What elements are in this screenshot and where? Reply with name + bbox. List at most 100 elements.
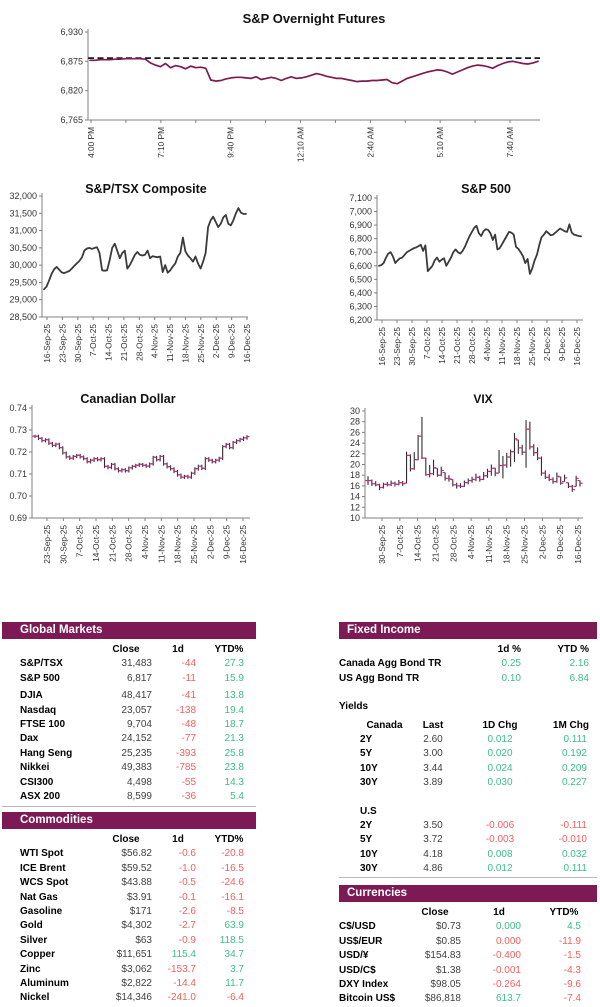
x-tick-label: 25-Nov-25 (196, 324, 206, 363)
row-label: C$/USD (339, 921, 376, 933)
row-label: S&P/TSX (20, 658, 63, 670)
row-label: Silver (20, 934, 48, 946)
y-tick-label: 31,500 (9, 208, 37, 218)
series-line (89, 57, 539, 85)
value-cell: 0.012 (487, 733, 513, 745)
x-tick-label: 9:40 PM (226, 127, 236, 158)
value-cell: 0.25 (501, 658, 521, 670)
y-tick-label: 6,500 (349, 274, 372, 284)
value-cell: 25,235 (121, 747, 152, 759)
yield-row: 5Y 3.72 -0.003 -0.010 (339, 833, 597, 847)
value-cell: -16.1 (221, 891, 244, 903)
value-cell: 6.84 (569, 672, 589, 684)
value-cell: -24.6 (221, 877, 244, 889)
x-tick-label: 4-Nov-25 (150, 324, 160, 359)
value-cell: 0.008 (487, 848, 513, 860)
value-cell: -48 (181, 718, 196, 730)
yield-row: 2Y 3.50 -0.006 -0.111 (339, 819, 597, 833)
x-tick-label: 18-Nov-25 (173, 525, 183, 564)
row-label: 5Y (360, 748, 373, 760)
y-tick-label: 6,900 (349, 220, 372, 230)
table-row: Gasoline $171 -2.6 -8.5 (2, 905, 256, 919)
value-cell: 5.4 (230, 790, 244, 802)
yield-row: 5Y 3.00 0.020 0.192 (339, 747, 597, 761)
value-cell: $98.05 (430, 978, 461, 990)
value-cell: $11,651 (116, 949, 152, 961)
canadian-dollar-chart: Canadian Dollar 0.74 0.73 0.72 0.71 0.70 0.69 2… (9, 392, 250, 564)
x-tick-label: 11-Nov-25 (156, 525, 166, 564)
value-cell: -0.5 (178, 877, 196, 889)
row-label: Nikkei (20, 762, 50, 774)
x-tick-label: 7-Oct-25 (75, 525, 85, 558)
currencies-table: Currencies Close 1d YTD% C$/USD $0.73 0.000 4.… (339, 885, 597, 1007)
value-cell: -785 (175, 762, 196, 774)
value-cell: $3,062 (121, 963, 152, 975)
x-tick-label: 14-Oct-25 (104, 324, 114, 361)
x-tick-label: 25-Nov-25 (520, 525, 530, 564)
fixed-income-column-headers: 1d % YTD % (339, 643, 597, 657)
value-cell: -7.4 (563, 993, 581, 1005)
value-cell: -138 (175, 704, 196, 716)
value-cell: -8.5 (226, 905, 244, 917)
column-header: 1d (493, 907, 505, 918)
y-tick-label: 0.74 (9, 403, 27, 413)
value-cell: 0.10 (501, 672, 521, 684)
x-tick-label: 7-Oct-25 (88, 324, 98, 357)
x-tick-label: 16-Dec-25 (242, 324, 252, 363)
column-header: Close (112, 834, 140, 845)
x-tick-label: 2-Dec-25 (542, 327, 552, 362)
row-label: 30Y (360, 863, 378, 875)
sp-overnight-futures-chart: S&P Overnight Futures 6,930 6,875 6,820 6,76… (60, 11, 540, 162)
y-tick-label: 22 (350, 449, 360, 459)
x-tick-label: 14-Oct-25 (413, 525, 423, 562)
value-cell: -1.5 (563, 950, 581, 962)
table-row: Dax 24,152 -77 21.3 (2, 732, 256, 746)
x-tick-label: 2-Dec-25 (211, 324, 221, 359)
row-label: ICE Brent (20, 862, 66, 874)
last-value: 4.86 (423, 863, 443, 875)
y-tick-label: 28 (350, 417, 360, 427)
y-tick-label: 6,400 (349, 288, 372, 298)
row-label: WCS Spot (20, 877, 69, 889)
column-header: Close (112, 644, 140, 655)
x-tick-label: 2-Dec-25 (205, 525, 215, 560)
column-header: 1d % (497, 644, 521, 655)
spacer (339, 686, 597, 700)
value-cell: 118.5 (219, 934, 244, 946)
value-cell: -44 (181, 658, 196, 670)
x-tick-label: 7-Oct-25 (422, 327, 432, 360)
row-label: CSI300 (20, 776, 54, 788)
x-tick-label: 12:10 AM (296, 127, 306, 162)
series-line (43, 207, 247, 291)
value-cell: 0.111 (563, 863, 587, 875)
column-header: 1d (172, 834, 184, 845)
row-label: FTSE 100 (20, 718, 66, 730)
row-label: S&P 500 (20, 672, 60, 684)
value-cell: $59.52 (121, 862, 152, 874)
value-cell: 0.012 (487, 863, 513, 875)
table-row: US Agg Bond TR 0.10 6.84 (339, 672, 597, 686)
value-cell: 115.4 (171, 949, 196, 961)
row-label: 30Y (360, 777, 378, 789)
column-header: YTD% (214, 834, 244, 845)
value-cell: $14,346 (115, 992, 152, 1004)
table-row: Gold $4,302 -2.7 63.9 (2, 919, 256, 933)
x-tick-label: 9-Dec-25 (557, 327, 567, 362)
value-cell: -36 (181, 790, 196, 802)
x-tick-label: 11-Nov-25 (497, 327, 507, 366)
row-label: Nat Gas (20, 891, 58, 903)
y-tick-label: 6,600 (349, 261, 372, 271)
table-row: ICE Brent $59.52 -1.0 -16.5 (2, 862, 256, 876)
value-cell: -153.7 (167, 963, 196, 975)
value-cell: -2.6 (178, 905, 196, 917)
column-header: 1D Chg (482, 719, 518, 731)
value-cell: -14.4 (173, 977, 196, 989)
value-cell: -0.010 (558, 834, 587, 846)
last-value: 3.89 (423, 777, 443, 789)
row-label: Nasdaq (20, 704, 57, 716)
chart-title: S&P Overnight Futures (243, 11, 386, 26)
x-tick-label: 30-Sep-25 (407, 327, 417, 366)
x-tick-label: 18-Nov-25 (180, 324, 190, 363)
yields-column-headers: Canada Last 1D Chg 1M Chg (339, 719, 597, 733)
value-cell: -2.7 (178, 920, 196, 932)
